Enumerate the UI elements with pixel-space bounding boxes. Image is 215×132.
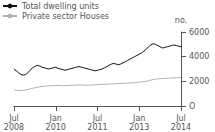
svg-text:Jul: Jul: [92, 114, 103, 123]
svg-text:4000: 4000: [189, 52, 209, 61]
svg-text:2013: 2013: [129, 123, 149, 132]
svg-text:2011: 2011: [87, 123, 107, 132]
svg-text:no.: no.: [175, 16, 187, 25]
svg-text:2000: 2000: [189, 77, 209, 86]
svg-text:2010: 2010: [46, 123, 66, 132]
svg-text:Jul: Jul: [175, 114, 186, 123]
svg-text:2008: 2008: [4, 123, 24, 132]
svg-text:Total dwelling units: Total dwelling units: [21, 2, 99, 11]
svg-text:6000: 6000: [189, 28, 209, 37]
svg-text:Jan: Jan: [49, 114, 62, 123]
svg-text:Jul: Jul: [8, 114, 19, 123]
svg-text:Private sector Houses: Private sector Houses: [22, 12, 109, 21]
svg-text:Jan: Jan: [132, 114, 145, 123]
svg-text:2014: 2014: [171, 123, 191, 132]
svg-text:O: O: [189, 102, 195, 111]
